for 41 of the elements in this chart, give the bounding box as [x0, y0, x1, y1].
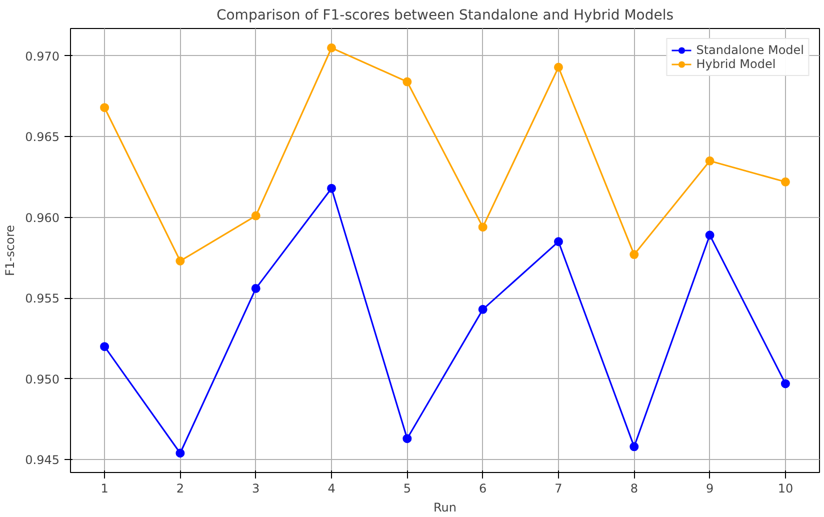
- x-tick-label: 1: [100, 482, 108, 496]
- x-tick-label: 4: [328, 482, 336, 496]
- point: [478, 304, 488, 314]
- x-tick-label: 8: [630, 482, 638, 496]
- y-tick-label: 0.960: [25, 210, 60, 225]
- x-tick-label: 6: [479, 482, 487, 496]
- x-tick-label: 7: [554, 482, 562, 496]
- point: [780, 177, 790, 186]
- y-tick-label: 0.950: [25, 372, 60, 386]
- x-tick-label: 9: [706, 482, 714, 496]
- point: [630, 442, 639, 452]
- x-tick-label: 2: [176, 482, 184, 496]
- point: [327, 43, 336, 52]
- x-axis-title: Run: [433, 500, 457, 514]
- point: [402, 434, 412, 444]
- point: [630, 250, 639, 260]
- legend-label: Standalone Model: [696, 43, 804, 57]
- point: [705, 230, 714, 240]
- x-tick-label: 10: [778, 482, 794, 496]
- point: [705, 156, 714, 166]
- point: [251, 211, 260, 220]
- legend-label: Hybrid Model: [696, 57, 776, 71]
- x-tick-label: 3: [252, 482, 260, 496]
- y-tick-label: 0.945: [25, 453, 60, 468]
- point: [554, 62, 563, 72]
- point: [251, 284, 260, 293]
- point: [780, 379, 790, 388]
- y-axis-title: F1-score: [3, 224, 18, 276]
- x-tick-label: 5: [403, 482, 411, 496]
- chart-title: Comparison of F1-scores between Standalone and Hybrid Models: [216, 8, 674, 24]
- y-tick-label: 0.970: [25, 49, 60, 64]
- point: [554, 237, 563, 246]
- y-tick-label: 0.955: [25, 292, 60, 306]
- point: [327, 184, 336, 193]
- point: [100, 342, 110, 352]
- point: [478, 222, 488, 232]
- y-tick-label: 0.965: [25, 130, 60, 144]
- point: [100, 103, 110, 112]
- point: [402, 77, 412, 86]
- point: [176, 256, 185, 266]
- point: [176, 448, 185, 458]
